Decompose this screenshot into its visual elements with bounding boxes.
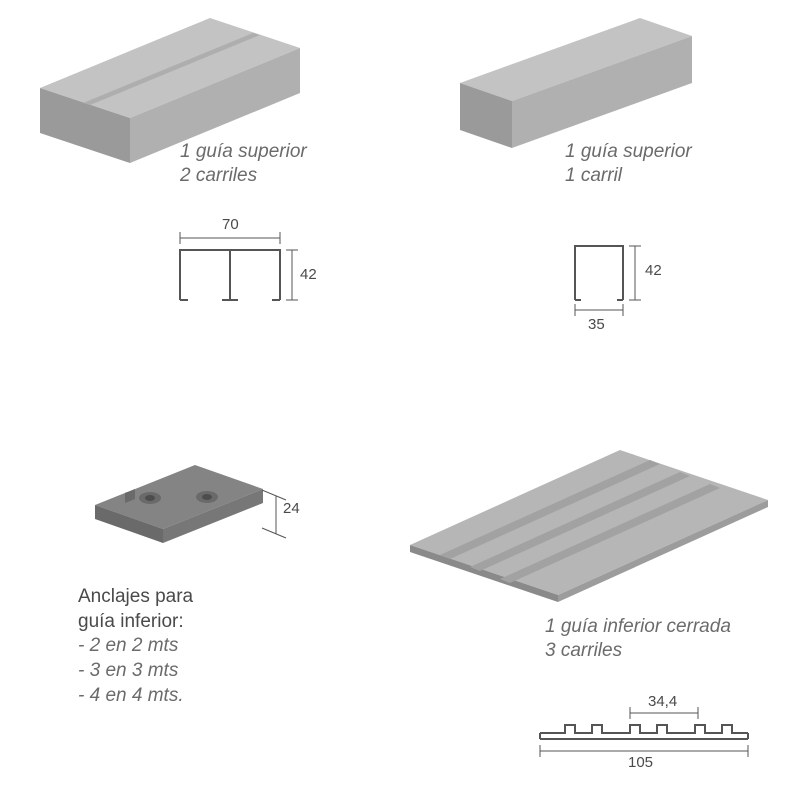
lower-guide-label-line1: 1 guía inferior cerrada	[545, 616, 731, 637]
anchor-plate-dim-lines	[252, 490, 312, 550]
lower-guide-dim-total: 105	[628, 754, 653, 771]
top-left-cross-section	[160, 210, 320, 320]
anchor-heading-line1: Anclajes para	[78, 586, 193, 607]
lower-guide-dim-sub: 34,4	[648, 693, 677, 710]
anchor-bullet-2: - 3 en 3 mts	[78, 660, 178, 681]
anchor-bullet-3: - 4 en 4 mts.	[78, 685, 184, 706]
anchor-heading: Anclajes para guía inferior: - 2 en 2 mt…	[78, 585, 193, 708]
lower-guide-label-line2: 3 carriles	[545, 640, 622, 661]
anchor-plate-dim: 24	[283, 500, 300, 517]
top-right-dim-height: 42	[645, 262, 662, 279]
top-left-label-line1: 1 guía superior	[180, 141, 307, 162]
anchor-heading-line2: guía inferior:	[78, 611, 184, 632]
lower-guide-3d	[410, 450, 770, 610]
anchor-plate-3d	[95, 465, 265, 555]
top-right-label: 1 guía superior 1 carril	[565, 140, 692, 188]
top-left-label: 1 guía superior 2 carriles	[180, 140, 307, 188]
lower-guide-cross-section	[530, 685, 760, 765]
top-left-label-line2: 2 carriles	[180, 165, 257, 186]
top-right-label-line2: 1 carril	[565, 165, 622, 186]
top-left-dim-height: 42	[300, 266, 317, 283]
top-right-dim-width: 35	[588, 316, 605, 333]
lower-guide-label: 1 guía inferior cerrada 3 carriles	[545, 615, 731, 663]
top-right-label-line1: 1 guía superior	[565, 141, 692, 162]
anchor-bullet-1: - 2 en 2 mts	[78, 635, 178, 656]
top-left-dim-width: 70	[222, 216, 239, 233]
